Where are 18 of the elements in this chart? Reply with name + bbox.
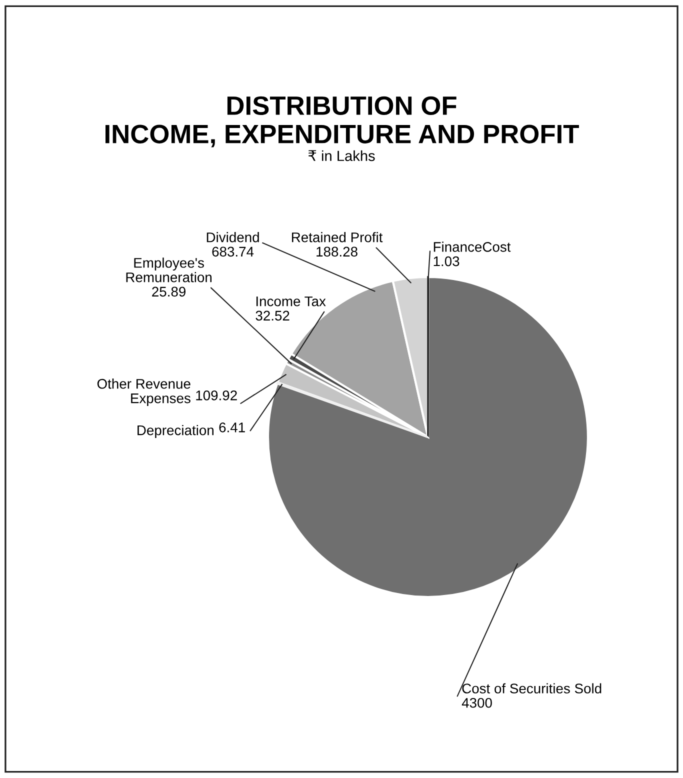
slice-label: Income Tax xyxy=(256,296,326,306)
data-label: 32.52 xyxy=(256,310,290,321)
slice-label: Depreciation xyxy=(138,425,214,438)
chart-title: DISTRIBUTION OF INCOME, EXPENDITURE AND PROFIT xyxy=(106,96,579,148)
data-label: 6.41 xyxy=(219,422,245,432)
slice-label: Other Revenue Expenses xyxy=(97,378,190,406)
slice-label: FinanceCost xyxy=(434,242,511,252)
data-label: 4300 xyxy=(462,698,492,708)
data-label: 25.89 xyxy=(152,286,186,297)
slice-label: Cost of Securities Sold xyxy=(462,683,602,694)
data-label: 188.28 xyxy=(316,246,358,257)
slice-label: Retained Profit xyxy=(292,232,383,242)
data-label: 683.74 xyxy=(212,246,254,257)
slice-label: Dividend xyxy=(206,232,259,242)
data-label: 1.03 xyxy=(434,256,460,266)
slice-label: Employee's Remuneration xyxy=(126,258,212,282)
chart-subtitle: ₹ in Lakhs xyxy=(308,150,375,162)
data-label: 109.92 xyxy=(196,390,237,400)
